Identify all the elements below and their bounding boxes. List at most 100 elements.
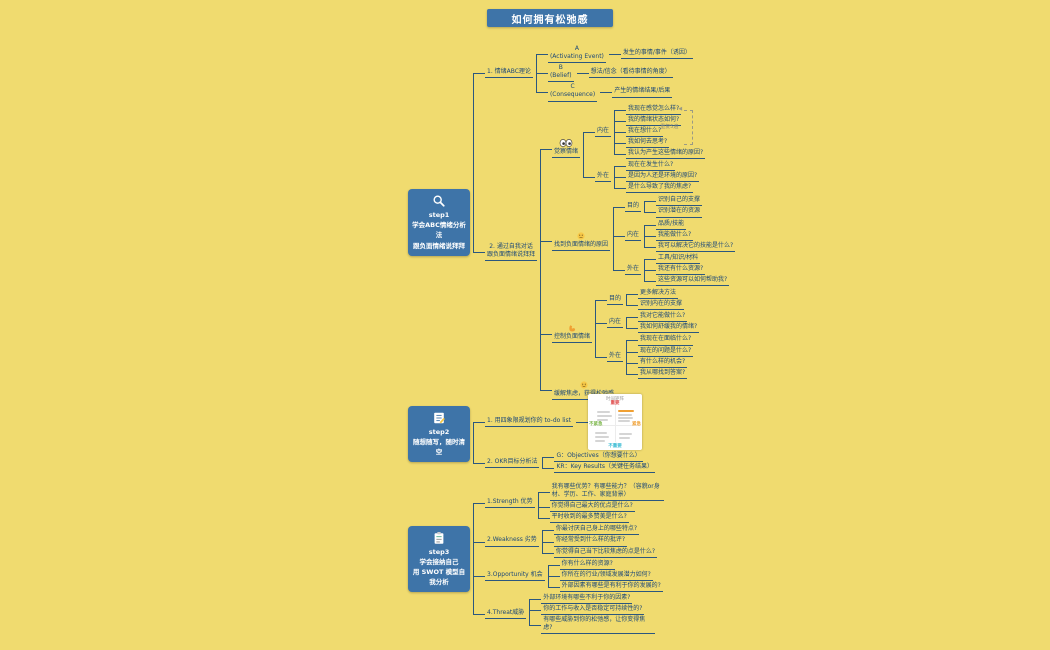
mind-node[interactable]: 控制负面情绪	[552, 333, 593, 344]
step-node-label: step2 随想随写，随时清空	[413, 427, 465, 456]
quadrant-item-line	[618, 410, 635, 412]
mind-node[interactable]: 识别潜在的资源	[656, 207, 703, 218]
quadrant-title: 时间矩阵	[606, 397, 625, 402]
step-node[interactable]: step1 学会ABC情绪分析法 跟负面情绪说拜拜	[408, 189, 470, 256]
step2-tree: step2 随想随写，随时清空 1. 用四象限规划你的 to-do list 时间矩…	[408, 393, 656, 474]
quadrant-item-line	[595, 436, 610, 438]
mind-node[interactable]: 外部环境有哪些不利于你的因素?	[541, 594, 633, 605]
mind-node[interactable]: 是因为人还是环境的原因?	[626, 172, 700, 183]
mind-node[interactable]: 我可以解决它的技能是什么?	[656, 242, 736, 252]
mind-node[interactable]: 我如何舒缓我的情绪?	[638, 323, 700, 334]
mind-node[interactable]: 平时收到的最多赞美是什么?	[549, 513, 629, 524]
mind-node[interactable]: 品质/技能	[656, 220, 687, 230]
quadrant-item-line	[618, 417, 634, 419]
step-node-label: step1 学会ABC情绪分析法 跟负面情绪说拜拜	[412, 211, 466, 250]
mind-node[interactable]: 我现在在面临什么?	[638, 335, 694, 346]
quadrant-label-urgent: 紧急	[632, 422, 642, 427]
mind-node[interactable]: 这些资源可以如何帮助我?	[656, 276, 730, 287]
mind-node[interactable]: 目的	[607, 295, 624, 305]
quadrant-item-line	[597, 419, 609, 421]
mind-node[interactable]: 目的	[625, 202, 642, 212]
mind-node[interactable]: 2.Weakness 劣势	[485, 536, 539, 547]
mind-node[interactable]: 现在的问题是什么?	[638, 347, 694, 357]
root-topic[interactable]: 如何拥有松弛感	[487, 9, 613, 27]
eyes-icon	[559, 139, 573, 148]
mind-node[interactable]: 外在	[607, 352, 624, 363]
mind-node[interactable]: 内在	[625, 231, 642, 241]
repeat-loop-arrow	[678, 107, 694, 145]
sad-face-icon	[577, 232, 585, 240]
quadrant-image[interactable]: 时间矩阵 重要紧急 不紧急不重要	[588, 394, 643, 450]
mind-node[interactable]: 识别内在的支撑	[638, 300, 685, 311]
mind-node[interactable]: 工具/知识/材料	[656, 254, 701, 264]
mind-node[interactable]: 1. 用四象限规划你的 to-do list	[485, 417, 574, 428]
mind-node[interactable]: 我如何去思考?	[626, 138, 670, 148]
smile-face-icon	[580, 381, 588, 389]
mind-node[interactable]: 产生的情绪结果/后果	[612, 87, 673, 98]
mind-node[interactable]: 想法/信念（看待事情的角度）	[588, 68, 673, 79]
mind-node[interactable]: C (Consequence)	[547, 83, 598, 102]
quadrant-label-not-urgent: 不紧急	[589, 422, 603, 427]
quadrant-item-line	[618, 420, 631, 422]
mind-node[interactable]: 你所在的行业/领域发展潜力如何?	[559, 571, 653, 581]
mind-node[interactable]: 外在	[625, 265, 642, 275]
mind-node[interactable]: 你最讨厌自己身上的哪些特点?	[553, 525, 639, 536]
mind-node[interactable]: 我在想什么?	[626, 127, 664, 137]
mind-node[interactable]: B (Belief)	[547, 64, 574, 83]
mind-node[interactable]: 我的情绪状态如何?	[626, 116, 682, 126]
quadrant-item-line	[595, 432, 608, 434]
clipboard-icon	[432, 531, 446, 545]
mind-node[interactable]: 有什么样的机会?	[638, 358, 688, 368]
quadrant-label-not-important: 不重要	[608, 443, 622, 449]
mind-node[interactable]: 发生的事情/事件（诱因）	[620, 49, 693, 60]
step3-tree: step3 学会接纳自己 用 SWOT 模型自我分析 1.Strength 优势 我…	[408, 482, 664, 635]
mind-node[interactable]: 你有什么样的资源?	[559, 560, 615, 570]
mind-node[interactable]: 外部因素有哪些是有利于你的发展的?	[559, 582, 663, 592]
muscle-icon	[568, 324, 576, 332]
mind-node[interactable]: 你觉得自己当下比较焦虑的点是什么?	[553, 548, 657, 558]
mind-node[interactable]: 更多解决方法	[638, 289, 679, 300]
mind-node[interactable]: 2. OKR目标分析法	[485, 458, 540, 468]
mind-node[interactable]: 缓解焦虑，获得松弛感	[552, 390, 617, 400]
mind-node[interactable]: 有哪些威胁到你的松弛感，让你变得焦虑?	[541, 616, 656, 635]
mind-node[interactable]: 觉察情绪	[552, 148, 581, 159]
step-node[interactable]: step2 随想随写，随时清空	[408, 405, 470, 462]
mind-node[interactable]: 内在	[595, 127, 612, 137]
quadrant-item-line	[595, 440, 606, 442]
mind-node[interactable]: 1.Strength 优势	[485, 498, 535, 509]
mind-node[interactable]: 找到负面情绪的原因	[552, 241, 611, 251]
memo-icon	[432, 411, 446, 425]
mind-node[interactable]: 我认为产生这些情绪的原因?	[626, 149, 706, 160]
mind-node[interactable]: 你经常受到什么样的批评?	[553, 536, 627, 547]
mind-node[interactable]: 3.Opportunity 机会	[485, 571, 545, 581]
mind-node[interactable]: 现在在发生什么?	[626, 161, 676, 172]
mind-node[interactable]: 内在	[607, 318, 624, 328]
step-node-label: step3 学会接纳自己 用 SWOT 模型自我分析	[412, 547, 466, 586]
quadrant-item-line	[619, 433, 633, 435]
mind-node[interactable]: 我从哪找到答案?	[638, 369, 688, 379]
mind-node[interactable]: 你的工作与收入是否稳定可持续性的?	[541, 605, 645, 616]
mind-node[interactable]: 我能做什么?	[656, 231, 694, 241]
mind-node[interactable]: KR：Key Results（关键任务结果）	[554, 463, 656, 474]
mind-node[interactable]: 是什么导致了我的焦虑?	[626, 183, 694, 194]
mind-node[interactable]: 你觉得自己最大的优点是什么?	[549, 502, 635, 513]
mind-node[interactable]: 外在	[595, 172, 612, 183]
mind-node[interactable]: 1. 情绪ABC理论	[485, 68, 533, 79]
mind-node[interactable]: 我有哪些优势？有哪些能力？（容貌or身材、学历、工作、家庭背景）	[549, 483, 664, 502]
mind-node[interactable]: 我现在感觉怎么样?	[626, 105, 682, 115]
mind-node[interactable]: 我还有什么资源?	[656, 265, 706, 275]
mind-node[interactable]: 4.Threat威胁	[485, 609, 527, 620]
quadrant-label-important: 重要	[610, 401, 620, 406]
mind-node[interactable]: 识别自己的支撑	[656, 196, 703, 207]
quadrant-item-line	[619, 437, 631, 439]
quadrant-item-line	[597, 411, 611, 413]
mind-node[interactable]: 我对它能做什么?	[638, 312, 688, 323]
quadrant-item-line	[618, 414, 633, 416]
mind-node[interactable]: G：Objectives（你想要什么）	[554, 452, 643, 463]
step-node[interactable]: step3 学会接纳自己 用 SWOT 模型自我分析	[408, 525, 470, 592]
step1-tree: step1 学会ABC情绪分析法 跟负面情绪说拜拜 1. 情绪ABC理论 A (Ac…	[408, 44, 736, 401]
mind-node[interactable]: 2. 通过自我对话 跟负面情绪说拜拜	[485, 243, 538, 261]
repeat-loop-note: 重复5遍	[660, 124, 679, 131]
mind-node[interactable]: A (Activating Event)	[547, 45, 606, 64]
